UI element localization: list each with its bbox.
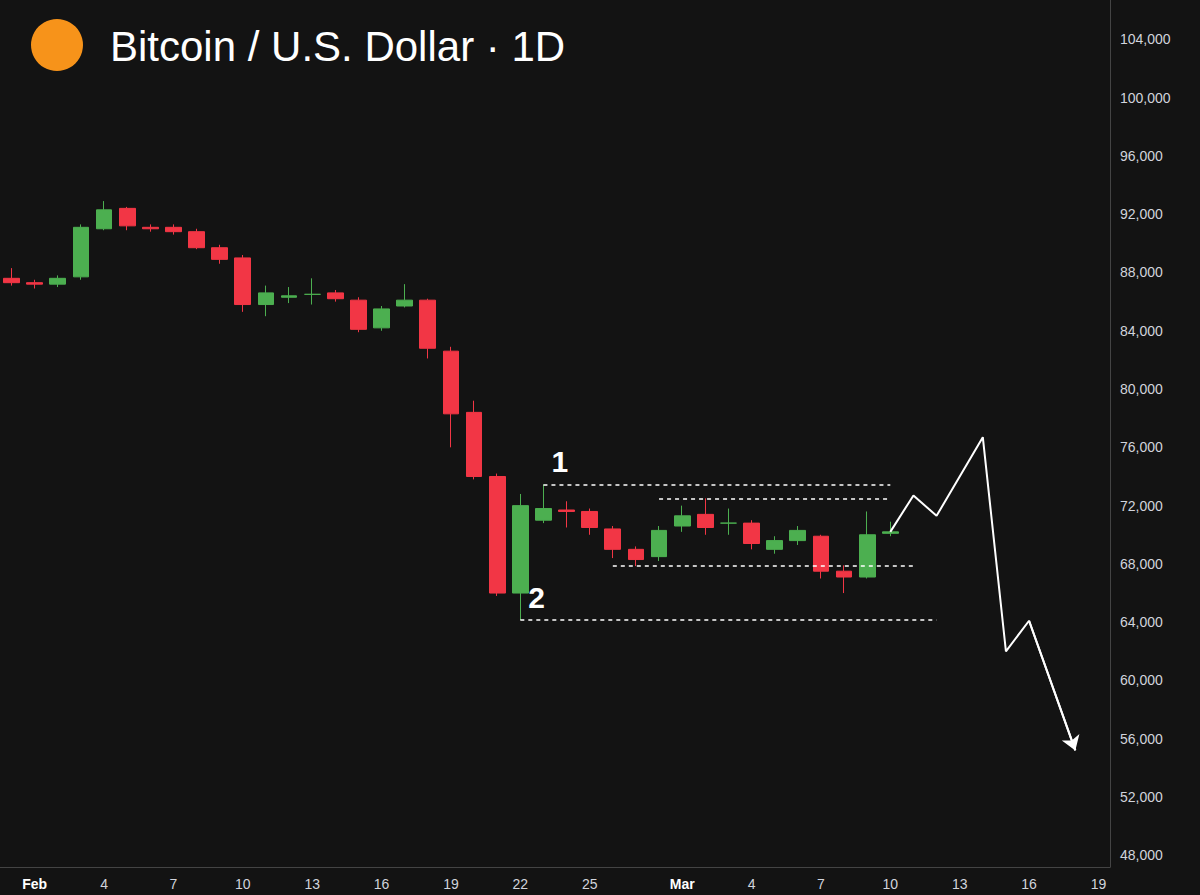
svg-text:7: 7: [170, 876, 178, 892]
svg-text:104,000: 104,000: [1120, 31, 1171, 47]
svg-text:4: 4: [100, 876, 108, 892]
svg-text:16: 16: [374, 876, 390, 892]
svg-text:13: 13: [952, 876, 968, 892]
svg-text:92,000: 92,000: [1120, 206, 1163, 222]
svg-text:10: 10: [235, 876, 251, 892]
svg-text:10: 10: [883, 876, 899, 892]
svg-text:22: 22: [513, 876, 529, 892]
svg-text:1: 1: [551, 445, 568, 478]
svg-text:13: 13: [304, 876, 320, 892]
svg-text:4: 4: [748, 876, 756, 892]
svg-text:2: 2: [528, 581, 545, 614]
svg-text:Feb: Feb: [22, 876, 47, 892]
svg-text:72,000: 72,000: [1120, 498, 1163, 514]
svg-text:80,000: 80,000: [1120, 381, 1163, 397]
svg-text:19: 19: [1091, 876, 1107, 892]
svg-text:48,000: 48,000: [1120, 847, 1163, 863]
svg-text:25: 25: [582, 876, 598, 892]
svg-text:68,000: 68,000: [1120, 556, 1163, 572]
svg-text:7: 7: [817, 876, 825, 892]
svg-text:Bitcoin / U.S. Dollar · 1D: Bitcoin / U.S. Dollar · 1D: [110, 23, 565, 70]
svg-text:88,000: 88,000: [1120, 264, 1163, 280]
svg-text:Mar: Mar: [670, 876, 695, 892]
svg-text:52,000: 52,000: [1120, 789, 1163, 805]
svg-text:16: 16: [1021, 876, 1037, 892]
svg-text:96,000: 96,000: [1120, 148, 1163, 164]
svg-text:100,000: 100,000: [1120, 90, 1171, 106]
svg-text:84,000: 84,000: [1120, 323, 1163, 339]
svg-text:76,000: 76,000: [1120, 439, 1163, 455]
svg-text:64,000: 64,000: [1120, 614, 1163, 630]
svg-text:60,000: 60,000: [1120, 672, 1163, 688]
svg-text:19: 19: [443, 876, 459, 892]
svg-text:56,000: 56,000: [1120, 731, 1163, 747]
